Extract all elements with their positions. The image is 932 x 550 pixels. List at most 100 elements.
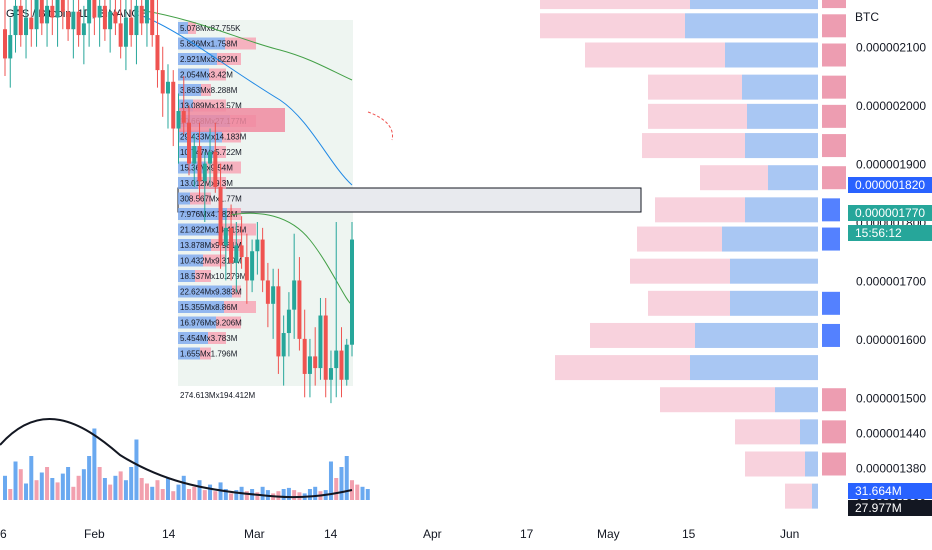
time-axis-label: 15 bbox=[682, 527, 696, 541]
profile-buy-bar bbox=[725, 42, 818, 68]
volume-bar bbox=[29, 456, 34, 500]
session-profile-label: 22.624Mx9.383M bbox=[180, 288, 242, 297]
volume-bar bbox=[355, 484, 360, 500]
candle-body bbox=[97, 5, 102, 18]
candle-body bbox=[313, 356, 318, 369]
volume-bar bbox=[3, 475, 7, 500]
marker-price-badge: 0.000001820 bbox=[848, 177, 932, 193]
session-profile-label: 13.012Mx9.3M bbox=[180, 179, 233, 188]
profile-sell-bar bbox=[655, 197, 745, 223]
value-area-bar bbox=[822, 14, 846, 38]
profile-buy-bar bbox=[742, 74, 818, 100]
candle-body bbox=[71, 11, 76, 30]
session-profile-buy bbox=[178, 347, 200, 360]
session-profile-sell bbox=[216, 316, 241, 329]
ma-blue-line bbox=[139, 14, 353, 186]
volume-bar bbox=[60, 473, 65, 500]
value-area-bar bbox=[822, 104, 846, 128]
session-profile-label: 1.655Mx1.796M bbox=[180, 350, 238, 359]
time-axis-label: Jun bbox=[780, 527, 799, 541]
volume-bar bbox=[328, 461, 333, 500]
candle-body bbox=[81, 23, 86, 36]
candle-body bbox=[134, 5, 139, 36]
value-area-bar bbox=[822, 323, 840, 347]
candle-body bbox=[239, 245, 244, 258]
profile-buy-bar bbox=[800, 419, 818, 445]
volume-bar bbox=[187, 489, 192, 500]
session-profile-label: 21.822Mx14.415M bbox=[180, 226, 247, 235]
candle-body bbox=[50, 5, 55, 18]
profile-buy-bar bbox=[812, 483, 818, 509]
time-axis-label: Feb bbox=[84, 527, 105, 541]
session-profile-label: 5.886Mx1.758M bbox=[180, 40, 238, 49]
value-area-bar bbox=[822, 452, 846, 476]
price-axis-label: 0.000001900 bbox=[856, 158, 926, 172]
volume-bar bbox=[87, 456, 92, 500]
volume-bar bbox=[229, 493, 234, 500]
volume-bar bbox=[13, 461, 18, 500]
profile-sell-bar bbox=[585, 42, 725, 68]
candle-body bbox=[160, 70, 165, 94]
volume-bar bbox=[102, 478, 107, 500]
session-profile-buy bbox=[178, 37, 225, 50]
volume-bar bbox=[155, 480, 160, 500]
price-axis-label: 0.000001380 bbox=[856, 461, 926, 475]
session-profile-sell bbox=[224, 301, 256, 313]
volume-badge-b: 27.977M bbox=[848, 500, 932, 516]
candle-body bbox=[318, 315, 323, 369]
candle-body bbox=[229, 227, 234, 263]
session-profile-label: 13.089Mx13.57M bbox=[180, 102, 242, 111]
session-profile-buy bbox=[178, 22, 188, 34]
volume-bar bbox=[45, 467, 50, 500]
session-profile-label: 308.567Mx1.77M bbox=[180, 195, 242, 204]
volume-bar bbox=[50, 478, 55, 500]
candle-body bbox=[223, 227, 228, 246]
session-profile-buy bbox=[178, 285, 232, 298]
candle-body bbox=[297, 280, 302, 339]
value-area-bar bbox=[822, 198, 840, 222]
profile-buy-bar bbox=[775, 387, 818, 413]
session-profile-buy bbox=[178, 208, 227, 220]
candle-body bbox=[45, 5, 50, 24]
candle-body bbox=[202, 163, 207, 182]
volume-bar bbox=[118, 471, 123, 500]
profile-sell-bar bbox=[540, 0, 690, 10]
candle-body bbox=[55, 0, 60, 18]
volume-bar bbox=[223, 489, 228, 500]
volume-bar bbox=[18, 469, 23, 500]
session-profile-buy bbox=[178, 223, 219, 236]
volume-bar bbox=[181, 475, 186, 500]
volume-bar bbox=[123, 480, 128, 500]
value-area-bar bbox=[822, 388, 846, 412]
countdown-badge: 15:56:12 bbox=[848, 225, 932, 241]
profile-sell-bar bbox=[648, 103, 747, 129]
time-axis-label: Mar bbox=[244, 527, 265, 541]
session-profile-label: 3.863Mx8.288M bbox=[180, 86, 238, 95]
candle-body bbox=[181, 111, 186, 123]
time-axis-label: 14 bbox=[324, 527, 338, 541]
profile-sell-bar bbox=[540, 13, 685, 39]
price-axis-label: 0.000001700 bbox=[856, 274, 926, 288]
candle-body bbox=[176, 111, 181, 129]
profile-sell-bar bbox=[630, 258, 730, 284]
volume-bar bbox=[197, 480, 202, 500]
volume-bar bbox=[292, 490, 297, 500]
candle-body bbox=[29, 17, 34, 30]
candle-body bbox=[123, 17, 128, 47]
candle-body bbox=[129, 17, 134, 36]
candle-body bbox=[281, 333, 286, 357]
value-area-bar bbox=[822, 227, 840, 251]
profile-buy-bar bbox=[685, 13, 818, 39]
price-axis-label: 0.000001600 bbox=[856, 333, 926, 347]
volume-bar bbox=[92, 428, 97, 500]
session-profile-sell bbox=[188, 22, 196, 34]
session-profile-buy bbox=[178, 68, 209, 81]
volume-bar bbox=[24, 483, 29, 500]
profile-buy-bar bbox=[745, 133, 818, 159]
profile-sell-bar bbox=[700, 165, 768, 191]
session-profile-label: 5.078Mx87.755K bbox=[180, 24, 241, 33]
session-profile-label: 5.454Mx3.783M bbox=[180, 334, 238, 343]
session-profile-total: 274.613Mx194.412M bbox=[180, 391, 256, 400]
time-axis-label: 17 bbox=[520, 527, 534, 541]
